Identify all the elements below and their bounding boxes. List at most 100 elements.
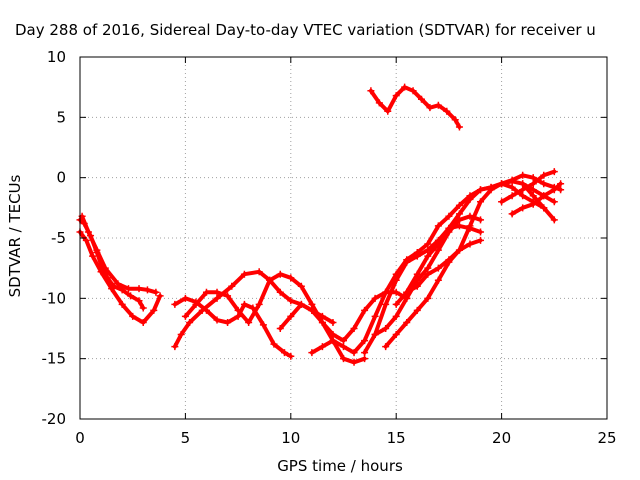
data-point — [477, 228, 485, 236]
data-point — [455, 210, 463, 218]
data-point — [340, 355, 347, 363]
data-point — [413, 306, 421, 314]
data-point — [487, 186, 495, 194]
x-tick-label: 10 — [281, 429, 300, 447]
data-point — [403, 258, 411, 266]
data-point — [329, 337, 337, 345]
data-point — [266, 276, 274, 284]
series-track-16 — [519, 180, 558, 224]
y-tick-label: 5 — [56, 108, 66, 126]
data-point — [234, 312, 242, 320]
data-point — [550, 168, 558, 176]
data-point — [445, 212, 453, 220]
data-point — [129, 312, 137, 320]
data-point — [135, 285, 143, 293]
data-point — [424, 264, 432, 272]
data-point — [124, 285, 132, 293]
data-point — [401, 83, 409, 91]
data-point — [540, 192, 548, 200]
series-track-13 — [403, 236, 485, 296]
data-point — [519, 171, 527, 179]
data-point — [508, 192, 516, 200]
data-point — [340, 337, 347, 345]
data-point — [529, 192, 537, 200]
data-point — [529, 186, 537, 194]
data-point — [498, 198, 506, 206]
data-point — [424, 270, 432, 278]
y-axis-label: SDTVAR / TECUs — [6, 174, 24, 297]
data-point — [361, 306, 369, 314]
data-point — [276, 325, 284, 332]
x-tick-label: 0 — [75, 429, 85, 447]
data-point — [434, 222, 442, 230]
data-point — [114, 280, 122, 288]
series-line — [520, 181, 557, 222]
x-tick-label: 20 — [492, 429, 511, 447]
data-point — [181, 294, 189, 302]
data-point — [340, 343, 347, 351]
y-tick-label: -20 — [42, 410, 67, 428]
data-point — [413, 252, 421, 260]
data-point — [455, 222, 463, 230]
data-point — [403, 318, 411, 326]
data-point — [93, 246, 101, 254]
data-point — [519, 180, 527, 188]
data-point — [434, 264, 442, 272]
data-point — [557, 186, 565, 194]
data-point — [451, 116, 459, 124]
data-point — [392, 288, 400, 296]
data-point — [403, 288, 411, 296]
data-point — [443, 107, 451, 115]
data-point — [540, 204, 548, 212]
data-point — [508, 210, 516, 218]
series-track-2 — [76, 228, 164, 326]
data-point — [213, 316, 221, 324]
y-tick-label: 0 — [56, 169, 66, 187]
data-point — [276, 288, 284, 296]
data-point — [84, 228, 92, 236]
data-point — [445, 256, 453, 264]
data-point — [171, 300, 179, 308]
data-point — [118, 300, 126, 308]
y-tick-label: -15 — [42, 350, 67, 368]
y-tick-label: -5 — [51, 229, 66, 247]
data-point — [287, 274, 295, 282]
data-point — [97, 268, 105, 276]
data-point — [82, 236, 90, 244]
data-point — [213, 294, 221, 302]
data-point — [255, 268, 263, 276]
series-line — [368, 85, 462, 129]
data-point — [156, 292, 164, 300]
series-line — [404, 238, 483, 295]
data-point — [198, 306, 206, 314]
data-point — [143, 286, 151, 294]
data-point — [297, 282, 305, 290]
data-point — [498, 180, 506, 188]
data-point — [371, 294, 379, 302]
data-point — [382, 288, 390, 296]
data-point — [350, 358, 358, 366]
data-point — [519, 186, 527, 194]
data-point — [224, 292, 232, 300]
data-point — [382, 343, 390, 351]
data-point — [375, 99, 383, 107]
data-point — [392, 312, 400, 320]
data-point — [477, 236, 485, 244]
data-point — [287, 312, 295, 320]
data-point — [424, 246, 432, 254]
data-point — [139, 318, 147, 326]
data-point — [413, 282, 421, 290]
data-point — [550, 198, 558, 206]
data-point — [228, 282, 236, 290]
data-point — [466, 195, 474, 203]
data-point — [455, 246, 463, 254]
data-point — [540, 180, 548, 188]
data-point — [550, 216, 558, 224]
chart-title: Day 288 of 2016, Sidereal Day-to-day VTE… — [15, 21, 596, 39]
plot-frame — [79, 56, 608, 420]
data-point — [192, 300, 200, 308]
data-point — [101, 264, 109, 272]
data-point — [181, 312, 189, 320]
data-point — [392, 92, 400, 100]
series-layer — [76, 83, 565, 366]
